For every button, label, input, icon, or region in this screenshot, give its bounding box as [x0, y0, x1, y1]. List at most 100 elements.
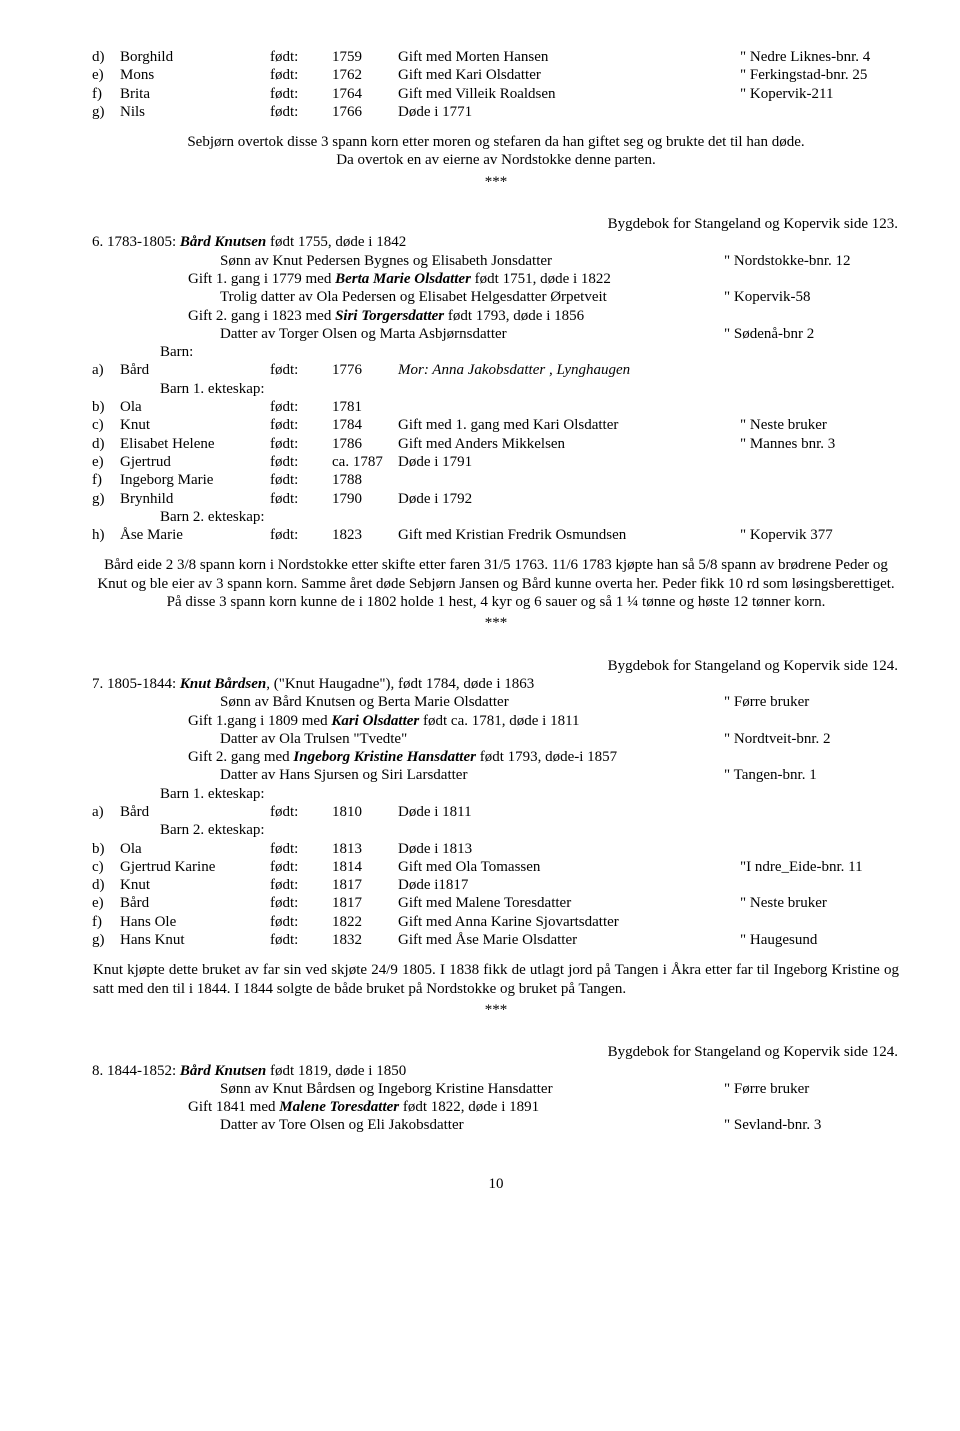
page-number: 10: [92, 1175, 900, 1193]
fodt-label: født:: [270, 913, 332, 931]
child-row: g)Hans Knutfødt:1832Gift med Åse Marie O…: [92, 931, 900, 949]
sec6-spouse2-parents: Datter av Torger Olsen og Marta Asbjørns…: [92, 325, 900, 343]
narrative-text: Bård eide 2 3/8 spann korn i Nordstokke …: [97, 557, 894, 610]
sec8-line1: 8. 1844-1852: Bård Knutsen født 1819, dø…: [92, 1062, 900, 1080]
m1-dates: født ca. 1781, døde i 1811: [419, 713, 579, 729]
sec6-barn1-label: Barn 1. ekteskap:: [92, 380, 900, 398]
child-row: g)Brynhildfødt:1790Døde i 1792: [92, 490, 900, 508]
fodt-label: født:: [270, 361, 332, 379]
m1-pre: Gift 1. gang i 1779 med: [188, 271, 335, 287]
row-event: Døde i 1813: [398, 840, 740, 858]
row-event: Gift med Malene Toresdatter: [398, 894, 740, 912]
sec6-dates: født 1755, døde i 1842: [266, 234, 406, 250]
narrative-text: Sebjørn overtok disse 3 spann korn etter…: [187, 134, 804, 150]
row-year: 1813: [332, 840, 398, 858]
narrative-text: Da overtok en av eierne av Nordstokke de…: [336, 152, 655, 168]
row-ref: " Mannes bnr. 3: [740, 435, 900, 453]
sec7-parents-ref: " Førre bruker: [724, 693, 900, 711]
child-row: g)Nilsfødt:1766Døde i 1771: [92, 103, 900, 121]
m2-spouse: Ingeborg Kristine Hansdatter: [293, 749, 476, 765]
row-letter: d): [92, 48, 120, 66]
row-letter: a): [92, 361, 120, 379]
row-ref: [740, 103, 900, 121]
row-year: 1762: [332, 66, 398, 84]
row-event: Gift med 1. gang med Kari Olsdatter: [398, 416, 740, 434]
sec6-parents-ref: " Nordstokke-bnr. 12: [724, 252, 900, 270]
row-ref: [740, 453, 900, 471]
row-event: Døde i 1771: [398, 103, 740, 121]
row-year: 1810: [332, 803, 398, 821]
row-ref: [740, 490, 900, 508]
sec7-spouse1-parents: Datter av Ola Trulsen "Tvedte" " Nordtve…: [92, 730, 900, 748]
row-name: Elisabet Helene: [120, 435, 270, 453]
separator-stars: ***: [92, 173, 900, 191]
sec7-line1: 7. 1805-1844: Knut Bårdsen, ("Knut Hauga…: [92, 675, 900, 693]
row-ref: [740, 913, 900, 931]
row-letter: h): [92, 526, 120, 544]
m2-dates: født 1793, døde i 1856: [444, 308, 584, 324]
row-ref: [740, 803, 900, 821]
row-name: Borghild: [120, 48, 270, 66]
sp-ref: " Sevland-bnr. 3: [724, 1116, 900, 1134]
row-name: Bård: [120, 894, 270, 912]
row-name: Gjertrud Karine: [120, 858, 270, 876]
sp1-ref: " Kopervik-58: [724, 288, 900, 306]
row-ref: " Kopervik-211: [740, 85, 900, 103]
row-name: Nils: [120, 103, 270, 121]
sec7-marriage2: Gift 2. gang med Ingeborg Kristine Hansd…: [92, 748, 900, 766]
row-ref: [740, 361, 900, 379]
separator-stars: ***: [92, 1001, 900, 1019]
row-year: 1764: [332, 85, 398, 103]
sec8-parents: Sønn av Knut Bårdsen og Ingeborg Kristin…: [92, 1080, 900, 1098]
child-row: d)Borghildfødt:1759Gift med Morten Hanse…: [92, 48, 900, 66]
row-year: 1832: [332, 931, 398, 949]
child-row: a)Bårdfødt:1776Mor: Anna Jakobsdatter , …: [92, 361, 900, 379]
fodt-label: født:: [270, 894, 332, 912]
row-year: 1784: [332, 416, 398, 434]
m1-dates: født 1751, døde i 1822: [471, 271, 611, 287]
row-event: Gift med Morten Hansen: [398, 48, 740, 66]
row-name: Bård: [120, 803, 270, 821]
fodt-label: født:: [270, 858, 332, 876]
row-ref: " Haugesund: [740, 931, 900, 949]
sec6-spouse1-parents: Trolig datter av Ola Pedersen og Elisabe…: [92, 288, 900, 306]
row-event: Gift med Anna Karine Sjovartsdatter: [398, 913, 740, 931]
row-name: Ola: [120, 398, 270, 416]
m-spouse: Malene Toresdatter: [279, 1099, 399, 1115]
fodt-label: født:: [270, 453, 332, 471]
row-event: Gift med Ola Tomassen: [398, 858, 740, 876]
child-row: f)Britafødt:1764Gift med Villeik Roaldse…: [92, 85, 900, 103]
row-name: Knut: [120, 416, 270, 434]
row-letter: f): [92, 85, 120, 103]
sec6-line1: 6. 1783-1805: Bård Knutsen født 1755, dø…: [92, 233, 900, 251]
row-name: Bård: [120, 361, 270, 379]
row-year: 1776: [332, 361, 398, 379]
sec7-person: Knut Bårdsen: [180, 676, 266, 692]
row-year: 1788: [332, 471, 398, 489]
sec8-period: 8. 1844-1852:: [92, 1063, 176, 1079]
child-row: e)Bårdfødt:1817Gift med Malene Toresdatt…: [92, 894, 900, 912]
m1-pre: Gift 1.gang i 1809 med: [188, 713, 331, 729]
row-year: 1786: [332, 435, 398, 453]
row-letter: b): [92, 840, 120, 858]
sec6-parents-text: Sønn av Knut Pedersen Bygnes og Elisabet…: [220, 252, 724, 270]
row-name: Hans Knut: [120, 931, 270, 949]
child-row: c)Knutfødt:1784Gift med 1. gang med Kari…: [92, 416, 900, 434]
child-row: e)Monsfødt:1762Gift med Kari Olsdatter" …: [92, 66, 900, 84]
row-letter: b): [92, 398, 120, 416]
child-row: a)Bårdfødt:1810Døde i 1811: [92, 803, 900, 821]
entry5-children: d)Borghildfødt:1759Gift med Morten Hanse…: [92, 48, 900, 121]
row-event: Døde i 1811: [398, 803, 740, 821]
sec7-marriage1: Gift 1.gang i 1809 med Kari Olsdatter fø…: [92, 712, 900, 730]
sp1-ref: " Nordtveit-bnr. 2: [724, 730, 900, 748]
sec8-spouse-parents: Datter av Tore Olsen og Eli Jakobsdatter…: [92, 1116, 900, 1134]
entry5-narrative: Sebjørn overtok disse 3 spann korn etter…: [92, 133, 900, 170]
sec7-narrative: Knut kjøpte dette bruket av far sin ved …: [92, 961, 900, 998]
row-letter: f): [92, 913, 120, 931]
sec6-barn-label: Barn:: [92, 343, 900, 361]
row-letter: a): [92, 803, 120, 821]
row-letter: e): [92, 66, 120, 84]
sp2-text: Datter av Torger Olsen og Marta Asbjørns…: [220, 325, 724, 343]
sec6-children-a: a)Bårdfødt:1776Mor: Anna Jakobsdatter , …: [92, 361, 900, 379]
row-year: 1766: [332, 103, 398, 121]
